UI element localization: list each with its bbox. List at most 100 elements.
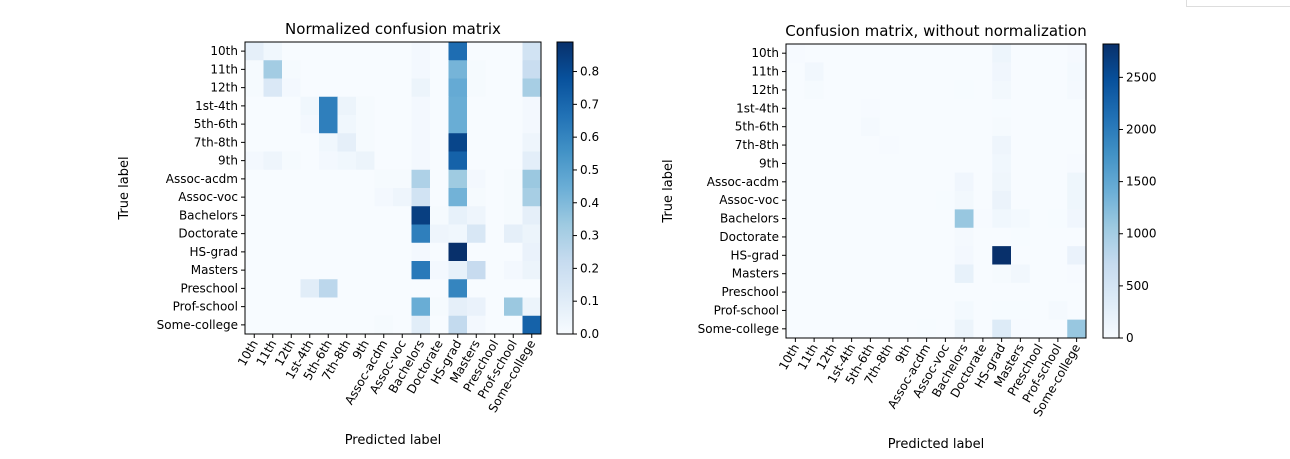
heatmap-cell bbox=[374, 42, 394, 61]
heatmap-cell bbox=[786, 227, 806, 247]
heatmap-cell bbox=[282, 60, 301, 79]
heatmap-cell bbox=[879, 246, 899, 265]
heatmap-cell bbox=[522, 78, 542, 98]
heatmap-cell bbox=[411, 261, 431, 280]
heatmap-cell bbox=[973, 117, 993, 137]
heatmap-cell bbox=[954, 172, 974, 192]
heatmap-cell bbox=[804, 62, 824, 82]
heatmap-cell bbox=[786, 264, 806, 284]
heatmap-cell bbox=[263, 42, 283, 61]
heatmap-cell bbox=[973, 301, 993, 321]
heatmap-cell bbox=[467, 224, 486, 244]
heatmap-cell bbox=[861, 99, 881, 118]
heatmap-cell bbox=[804, 264, 824, 284]
heatmap-cell bbox=[1067, 319, 1087, 339]
heatmap-cell bbox=[954, 62, 974, 82]
heatmap-cell bbox=[954, 227, 974, 247]
heatmap-cell bbox=[411, 315, 431, 335]
y-tick-label: 7th-8th bbox=[194, 135, 238, 149]
heatmap-cell bbox=[522, 42, 542, 61]
heatmap-cell bbox=[1067, 99, 1087, 118]
heatmap-cell bbox=[1011, 264, 1031, 284]
y-tick-label: Masters bbox=[191, 263, 238, 277]
heatmap-cell bbox=[245, 133, 264, 152]
heatmap-cell bbox=[337, 188, 357, 207]
heatmap-cell bbox=[954, 154, 974, 174]
heatmap-cell bbox=[263, 242, 283, 262]
y-tick-label: 11th bbox=[210, 62, 238, 76]
y-tick-label: Masters bbox=[732, 267, 779, 281]
heatmap-cell bbox=[411, 206, 431, 225]
heatmap-cell bbox=[917, 44, 937, 63]
colorbar-gradient bbox=[1102, 43, 1120, 339]
heatmap-cell bbox=[319, 115, 338, 134]
heatmap-cell bbox=[356, 78, 375, 98]
heatmap-cell bbox=[393, 279, 412, 298]
heatmap-cell bbox=[1011, 44, 1031, 63]
heatmap-cell bbox=[374, 206, 394, 225]
y-tick-label: 7th-8th bbox=[735, 138, 779, 152]
heatmap-cell bbox=[1048, 44, 1068, 63]
heatmap-cell bbox=[356, 188, 375, 207]
heatmap-cell bbox=[282, 224, 301, 244]
heatmap-cell bbox=[337, 133, 357, 152]
heatmap-cell bbox=[954, 44, 974, 63]
axes-frame bbox=[785, 43, 1087, 339]
heatmap-cell bbox=[842, 301, 862, 321]
heatmap-cell bbox=[973, 44, 993, 63]
colorbar-tick-label: 0.7 bbox=[580, 97, 599, 111]
heatmap-cell bbox=[282, 206, 301, 225]
heatmap-cell bbox=[430, 315, 449, 335]
y-tick-label: 11th bbox=[751, 65, 779, 79]
heatmap-cell bbox=[1048, 301, 1068, 321]
heatmap-cell bbox=[504, 224, 523, 244]
heatmap-cell bbox=[356, 42, 375, 61]
heatmap-cell bbox=[245, 42, 264, 61]
heatmap-cell bbox=[337, 206, 357, 225]
heatmap-cell bbox=[263, 297, 283, 317]
heatmap-cell bbox=[1048, 62, 1068, 82]
heatmap-cell bbox=[1011, 282, 1031, 302]
colorbar-tick-label: 2500 bbox=[1126, 70, 1157, 84]
heatmap-cell bbox=[411, 224, 431, 244]
heatmap-cell bbox=[467, 115, 486, 134]
heatmap-cell bbox=[1067, 282, 1087, 302]
heatmap-cell bbox=[898, 135, 918, 155]
heatmap-cell bbox=[393, 315, 412, 335]
colorbar-tick-label: 0.2 bbox=[580, 261, 599, 275]
heatmap-cell bbox=[485, 151, 505, 171]
heatmap-cell bbox=[1067, 246, 1087, 265]
heatmap-cell bbox=[954, 264, 974, 284]
heatmap-cell bbox=[300, 242, 320, 262]
heatmap-cell bbox=[467, 297, 486, 317]
heatmap-cell bbox=[992, 264, 1012, 284]
heatmap-cell bbox=[1029, 264, 1049, 284]
heatmap-cell bbox=[917, 172, 937, 192]
heatmap-cell bbox=[786, 80, 806, 100]
heatmap-cell bbox=[263, 224, 283, 244]
heatmap-cell bbox=[522, 261, 542, 280]
heatmap-cell bbox=[879, 172, 899, 192]
heatmap-cell bbox=[936, 264, 956, 284]
heatmap-cell bbox=[522, 96, 542, 116]
heatmap-cell bbox=[485, 297, 505, 317]
heatmap-cell bbox=[522, 315, 542, 335]
heatmap-cell bbox=[504, 242, 523, 262]
heatmap-cell bbox=[992, 319, 1012, 339]
heatmap-cell bbox=[992, 44, 1012, 63]
heatmap-cell bbox=[282, 96, 301, 116]
heatmap-cell bbox=[992, 154, 1012, 174]
heatmap-cell bbox=[861, 264, 881, 284]
heatmap-cell bbox=[504, 133, 523, 152]
heatmap-cell bbox=[786, 154, 806, 174]
heatmap-cell bbox=[263, 60, 283, 79]
heatmap-cell bbox=[448, 78, 468, 98]
colorbar-tick-label: 0 bbox=[1126, 331, 1134, 345]
heatmap-cell bbox=[1011, 80, 1031, 100]
heatmap-cell bbox=[823, 62, 843, 82]
y-tick-label: Assoc-acdm bbox=[166, 172, 238, 186]
heatmap-cell bbox=[842, 117, 862, 137]
heatmap-cell bbox=[861, 135, 881, 155]
heatmap-cell bbox=[936, 282, 956, 302]
heatmap-cell bbox=[804, 135, 824, 155]
